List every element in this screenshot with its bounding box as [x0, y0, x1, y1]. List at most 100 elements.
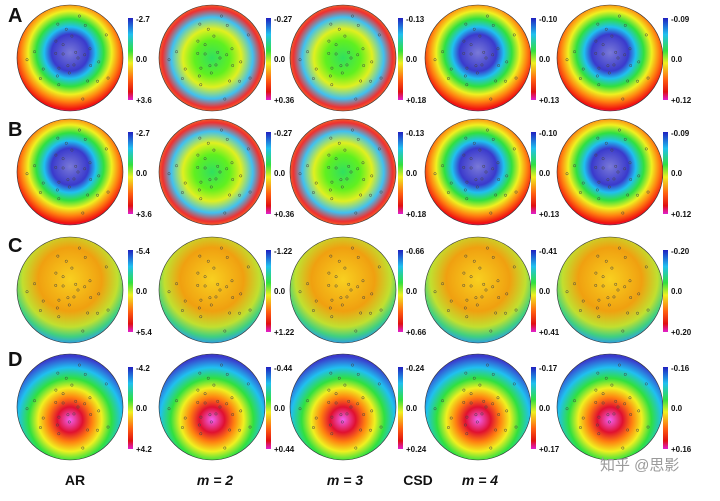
scalp-map — [16, 236, 124, 344]
electrode — [218, 288, 222, 292]
electrode — [379, 76, 383, 80]
scalp-map — [16, 353, 124, 461]
electrode — [601, 52, 605, 56]
colorbar — [266, 367, 271, 449]
electrode — [480, 63, 484, 67]
electrode — [489, 97, 493, 101]
electrode — [612, 63, 616, 67]
colorbar-mid: 0.0 — [671, 55, 683, 64]
electrode — [514, 76, 518, 80]
electrode — [225, 53, 229, 57]
electrode — [104, 382, 108, 386]
electrode — [362, 296, 366, 300]
electrode — [612, 295, 616, 299]
electrode — [246, 382, 250, 386]
electrode — [356, 23, 360, 27]
electrode — [183, 416, 187, 420]
electrode — [248, 308, 252, 312]
electrode — [623, 402, 627, 406]
electrode — [64, 259, 68, 263]
electrode — [465, 432, 469, 436]
electrode — [298, 290, 302, 294]
electrode — [505, 174, 509, 178]
electrode — [248, 190, 252, 194]
electrode — [497, 296, 501, 300]
electrode — [216, 399, 220, 403]
electrode — [328, 306, 332, 310]
electrode — [464, 136, 468, 140]
colorbar-mid: 0.0 — [671, 404, 683, 413]
electrode — [356, 167, 360, 171]
electrode — [339, 296, 343, 300]
electrode — [621, 211, 625, 215]
electrode — [231, 296, 235, 300]
electrode — [197, 74, 201, 78]
electrode — [345, 295, 349, 299]
electrode — [616, 56, 620, 60]
electrode — [208, 64, 212, 68]
electrode — [199, 66, 203, 70]
electrode — [463, 306, 467, 310]
colorbar-mid: 0.0 — [539, 169, 551, 178]
electrode — [601, 157, 605, 161]
electrode — [106, 190, 110, 194]
electrode — [64, 141, 68, 145]
electrode — [465, 197, 469, 201]
electrode — [464, 254, 468, 258]
electrode — [636, 428, 639, 432]
electrode — [597, 83, 601, 87]
electrode — [183, 67, 187, 71]
colorbar-top: -5.4 — [136, 247, 150, 256]
electrode — [225, 285, 229, 289]
electrode — [474, 64, 478, 68]
electrode — [491, 23, 495, 27]
electrode — [369, 428, 372, 432]
colorbar-bottom: +0.66 — [406, 328, 427, 337]
electrode — [239, 409, 243, 413]
electrode — [231, 64, 235, 68]
electrode — [491, 255, 495, 259]
electrode — [596, 136, 600, 140]
electrode — [55, 423, 59, 427]
colorbar-mid: 0.0 — [136, 55, 148, 64]
electrode — [496, 279, 500, 283]
colorbar — [663, 18, 668, 100]
electrode — [225, 167, 229, 171]
electrode — [614, 164, 618, 168]
electrode — [623, 372, 627, 376]
electrode — [614, 399, 618, 403]
electrode — [57, 298, 61, 302]
colorbar-mid: 0.0 — [539, 55, 551, 64]
electrode — [25, 172, 29, 176]
electrode — [55, 74, 59, 78]
electrode — [464, 22, 468, 26]
electrode — [61, 284, 65, 288]
electrode — [86, 428, 90, 432]
colorbar-top: -0.13 — [406, 15, 425, 24]
electrode — [66, 178, 70, 182]
electrode — [621, 446, 625, 450]
electrode — [327, 388, 331, 392]
colorbar-bottom: +0.18 — [406, 210, 427, 219]
electrode — [57, 180, 61, 184]
electrode — [433, 172, 437, 176]
electrode — [343, 34, 347, 38]
electrode — [61, 275, 65, 279]
electrode — [514, 190, 518, 194]
electrode — [54, 400, 58, 404]
electrode — [206, 141, 210, 145]
electrode — [512, 33, 516, 37]
electrode — [212, 266, 216, 270]
electrode — [314, 181, 318, 185]
electrode — [465, 315, 469, 319]
electrode — [462, 51, 466, 55]
electrode — [465, 83, 469, 87]
electrode — [57, 83, 61, 87]
electrode — [359, 79, 363, 83]
colorbar-mid: 0.0 — [136, 169, 148, 178]
electrode — [70, 34, 74, 38]
electrode — [441, 399, 445, 403]
electrode — [83, 255, 87, 259]
electrode — [370, 409, 374, 413]
electrode — [238, 193, 241, 197]
